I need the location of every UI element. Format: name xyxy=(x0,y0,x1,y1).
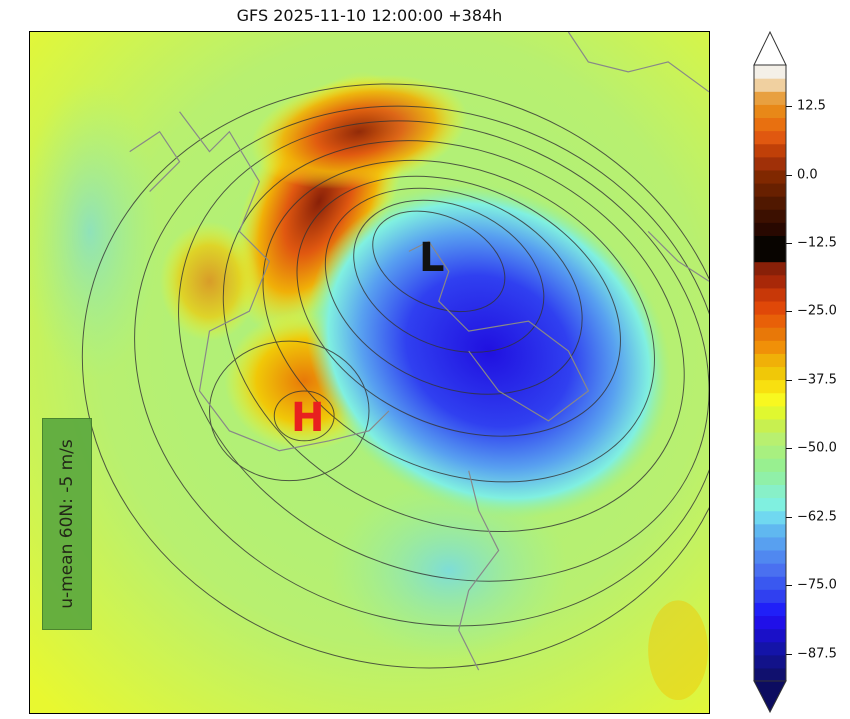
temperature-field xyxy=(30,32,709,713)
colorbar-extend-low xyxy=(753,680,787,714)
colorbar-tick-mark xyxy=(786,174,792,176)
colorbar-band xyxy=(754,471,786,486)
colorbar-tick-label: 12.5 xyxy=(797,98,826,114)
colorbar-band xyxy=(754,287,786,302)
colorbar-tick-label: −75.0 xyxy=(797,577,837,593)
colorbar-frame xyxy=(753,64,787,682)
colorbar-band xyxy=(754,641,786,656)
height-contours xyxy=(81,83,709,669)
colorbar-band xyxy=(754,523,786,538)
low-pressure-marker: L xyxy=(419,235,445,281)
colorbar-tick-label: −37.5 xyxy=(797,372,837,388)
colorbar-band xyxy=(754,248,786,263)
colorbar-band xyxy=(754,510,786,525)
colorbar-extend-high xyxy=(753,30,787,66)
colorbar-band xyxy=(754,602,786,617)
map-title: GFS 2025-11-10 12:00:00 +384h xyxy=(236,6,503,25)
colorbar-tick-mark xyxy=(786,379,792,381)
colorbar-band xyxy=(754,182,786,197)
map-panel xyxy=(29,31,710,714)
colorbar-band xyxy=(754,484,786,499)
colorbar-tick-mark xyxy=(786,653,792,655)
colorbar-tick-label: −62.5 xyxy=(797,509,837,525)
colorbar-tick-mark xyxy=(786,516,792,518)
coastlines xyxy=(129,32,709,671)
colorbar-band xyxy=(754,615,786,630)
colorbar-band xyxy=(754,104,786,119)
colorbar-band xyxy=(754,497,786,512)
colorbar-tick-mark xyxy=(786,242,792,244)
colorbar-band xyxy=(754,235,786,250)
colorbar-band xyxy=(754,130,786,145)
colorbar-band xyxy=(754,117,786,132)
colorbar-band xyxy=(754,353,786,368)
colorbar-band xyxy=(754,589,786,603)
colorbar-band xyxy=(754,169,786,184)
colorbar-band xyxy=(754,78,786,92)
colorbar-band xyxy=(754,366,786,381)
colorbar-band xyxy=(754,314,786,328)
u-mean-annotation: u-mean 60N: -5 m/s xyxy=(42,418,92,630)
colorbar-band xyxy=(754,156,786,171)
u-mean-text: u-mean 60N: -5 m/s xyxy=(57,439,77,609)
colorbar-tick-mark xyxy=(786,448,792,450)
colorbar-band xyxy=(754,431,786,446)
colorbar-tick-label: −50.0 xyxy=(797,440,837,456)
colorbar-tick-label: −87.5 xyxy=(797,646,837,662)
colorbar-band xyxy=(754,628,786,643)
colorbar-band xyxy=(754,327,786,341)
colorbar-band xyxy=(754,379,786,394)
colorbar-band xyxy=(754,654,786,669)
colorbar-band xyxy=(754,576,786,590)
high-pressure-marker: H xyxy=(291,395,325,441)
colorbar-band xyxy=(754,418,786,433)
colorbar-band xyxy=(754,91,786,105)
colorbar-band xyxy=(754,143,786,158)
colorbar-band xyxy=(754,445,786,459)
colorbar-band xyxy=(754,667,786,682)
colorbar-band xyxy=(754,549,786,564)
colorbar-tick-mark xyxy=(786,311,792,313)
colorbar-band xyxy=(754,261,786,276)
colorbar-band xyxy=(754,209,786,223)
colorbar-band xyxy=(754,536,786,551)
colorbar-tick-label: 0.0 xyxy=(797,167,818,182)
colorbar-band xyxy=(754,274,786,289)
colorbar-tick-label: −25.0 xyxy=(797,303,837,319)
colorbar-tick-label: −12.5 xyxy=(797,235,837,251)
colorbar-band xyxy=(754,196,786,210)
colorbar-band xyxy=(754,222,786,236)
colorbar-band xyxy=(754,563,786,577)
colorbar-band xyxy=(754,392,786,407)
colorbar-band xyxy=(754,405,786,420)
colorbar xyxy=(750,30,790,714)
colorbar-band xyxy=(754,65,786,79)
colorbar-band xyxy=(754,458,786,472)
colorbar-band xyxy=(754,340,786,354)
colorbar-tick-mark xyxy=(786,585,792,587)
colorbar-band xyxy=(754,300,786,315)
colorbar-tick-mark xyxy=(786,106,792,108)
